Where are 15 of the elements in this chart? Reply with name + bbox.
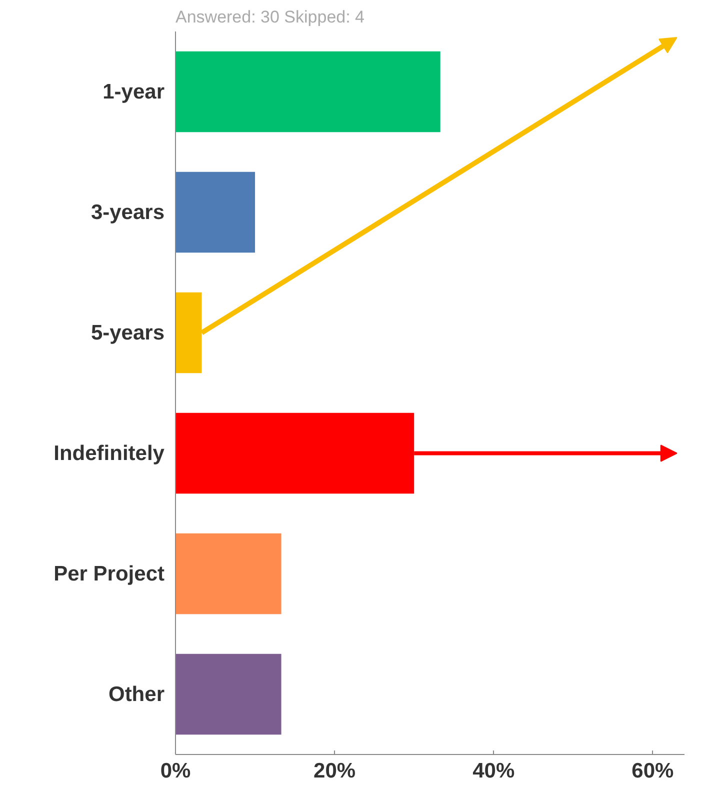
y-tick-label: 1-year xyxy=(102,80,165,104)
bar xyxy=(176,51,440,132)
y-tick-label: Per Project xyxy=(54,562,165,586)
x-tick-label: 60% xyxy=(632,760,674,782)
chart-subtitle: Answered: 30 Skipped: 4 xyxy=(176,8,365,26)
y-tick-label: Indefinitely xyxy=(54,442,165,465)
x-tick-label: 20% xyxy=(314,760,356,782)
x-tick-label: 40% xyxy=(472,760,515,782)
bar xyxy=(176,533,282,614)
bar xyxy=(176,172,256,253)
y-tick-label: 3-years xyxy=(90,200,164,224)
y-tick-label: Other xyxy=(108,682,165,706)
y-tick-label: 5-years xyxy=(90,321,164,344)
bar xyxy=(176,654,282,735)
x-tick-label: 0% xyxy=(160,760,192,782)
